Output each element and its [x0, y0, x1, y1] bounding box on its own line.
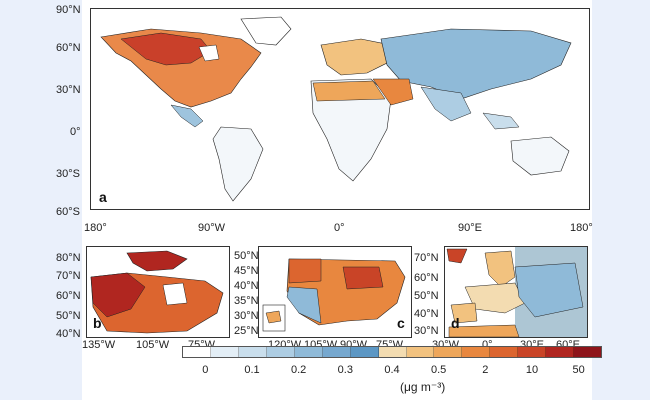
colorbar-swatch: [518, 347, 547, 357]
colorbar-swatch: [266, 347, 295, 357]
scandinavia: [484, 250, 516, 288]
middle-east: [372, 78, 414, 106]
panel-b-lat-tick: 60°N: [56, 290, 81, 302]
colorbar-tick-label: 0.4: [384, 364, 400, 376]
panel-c-lat-tick: 35°N: [234, 295, 259, 307]
colorbar-swatch: [434, 347, 463, 357]
colorbar-tick-label: 0.1: [244, 364, 260, 376]
north-africa-d: [448, 324, 520, 337]
south-america-landmass: [212, 126, 264, 202]
panel-a-lon-tick: 90°E: [458, 222, 482, 234]
panel-d-lat-tick: 50°N: [414, 290, 439, 302]
panel-d-letter: d: [451, 315, 460, 331]
colorbar-tick-label: 0: [202, 364, 209, 376]
colorbar-swatch: [238, 347, 267, 357]
figure: a 90°N 60°N 30°N 0° 30°S 60°S 180° 90°W …: [56, 0, 602, 400]
panel-a-lat-tick: 30°S: [56, 168, 80, 180]
canada-hotspot: [120, 32, 212, 66]
colorbar-swatch: [490, 347, 519, 357]
colorbar-swatch: [322, 347, 351, 357]
asia-landmass: [380, 28, 572, 100]
panel-b-canada-map: b: [86, 246, 230, 338]
panel-c-lat-tick: 50°N: [234, 250, 259, 262]
colorbar-swatch: [462, 347, 491, 357]
greenland: [240, 16, 292, 46]
panel-c-usa-map: c: [258, 246, 412, 338]
panel-c-letter: c: [397, 315, 405, 331]
panel-b-lon-tick: 135°W: [82, 339, 116, 351]
panel-a-lon-tick: 0°: [334, 222, 345, 234]
panel-d-lat-tick: 70°N: [414, 252, 439, 264]
panel-a-lon-tick: 90°W: [198, 222, 226, 234]
usa-midwest: [342, 266, 384, 290]
colorbar-tick-label: 10: [525, 364, 539, 376]
world-map-svg: [100, 16, 572, 202]
panel-d-europe-map: d: [444, 246, 588, 338]
panel-b-lon-tick: 105°W: [136, 339, 170, 351]
south-asia: [420, 86, 472, 122]
colorbar-tick-label: 0.2: [291, 364, 307, 376]
panel-a-lat-tick: 30°N: [56, 84, 81, 96]
colorbar-swatch: [350, 347, 379, 357]
southeast-asia-islands: [482, 112, 520, 130]
hudson-bay: [198, 44, 220, 62]
panel-b-letter: b: [93, 315, 102, 331]
colorbar-swatch: [378, 347, 407, 357]
panel-d-lat-tick: 60°N: [414, 272, 439, 284]
panel-c-lat-tick: 25°N: [234, 325, 259, 337]
colorbar-tick-label: 0.5: [431, 364, 447, 376]
panel-a-lat-tick: 60°N: [56, 42, 81, 54]
panel-c-lat-tick: 30°N: [234, 310, 259, 322]
colorbar-tick-label: 50: [572, 364, 585, 376]
sahara-band: [312, 80, 386, 102]
hudson-bay-b: [162, 282, 188, 306]
panel-b-lat-tick: 50°N: [56, 310, 81, 322]
panel-a-letter: a: [99, 189, 107, 205]
colorbar-swatch: [183, 347, 211, 357]
iberia: [450, 302, 478, 324]
panel-d-lat-tick: 30°N: [414, 325, 439, 337]
panel-b-lat-tick: 40°N: [56, 328, 81, 340]
colorbar-tick-label: 2: [482, 364, 489, 376]
eastern-europe: [514, 262, 584, 318]
usa-northwest: [288, 258, 322, 284]
colorbar-swatch: [406, 347, 435, 357]
colorbar-swatch: [294, 347, 323, 357]
panel-a-lon-tick: 180°: [570, 222, 593, 234]
usa-southwest: [286, 286, 322, 324]
colorbar-swatch: [546, 347, 575, 357]
greenland-d: [446, 248, 468, 264]
colorbar: [182, 346, 602, 358]
australia-landmass: [510, 136, 570, 176]
panel-d-lon-tick: 0°: [482, 339, 493, 351]
colorbar-swatch: [210, 347, 239, 357]
panel-a-lat-tick: 90°N: [56, 4, 81, 16]
colorbar-tick-label: 0.3: [337, 364, 353, 376]
panel-d-lat-tick: 40°N: [414, 308, 439, 320]
panel-a-lat-tick: 0°: [70, 126, 81, 138]
panel-c-lat-tick: 45°N: [234, 265, 259, 277]
canada-arctic-islands: [126, 250, 188, 272]
colorbar-units: (μg m⁻³): [400, 380, 446, 394]
panel-c-lat-tick: 40°N: [234, 280, 259, 292]
panel-b-lat-tick: 70°N: [56, 270, 81, 282]
europe-map-svg: [446, 247, 587, 337]
panel-a-world-map: a: [90, 8, 590, 210]
canada-west-hotspot: [90, 272, 146, 318]
mexico-central-america: [170, 104, 204, 128]
usa-map-svg: [262, 258, 406, 332]
colorbar-swatch: [574, 347, 602, 357]
panel-b-lat-tick: 80°N: [56, 252, 81, 264]
europe-landmass: [320, 38, 392, 76]
panel-a-lon-tick: 180°: [84, 222, 107, 234]
panel-a-lat-tick: 60°S: [56, 206, 80, 218]
alaska-shape: [265, 310, 282, 324]
canada-map-svg: [90, 250, 224, 334]
